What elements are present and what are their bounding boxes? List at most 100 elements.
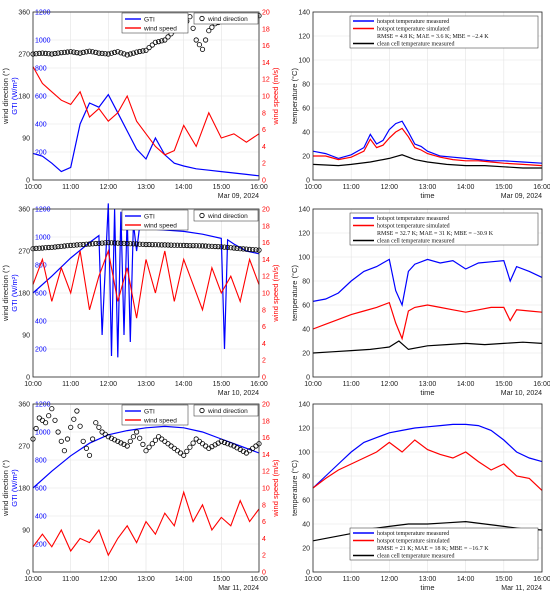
wind-direction-point bbox=[225, 244, 231, 250]
wind-direction-point bbox=[196, 42, 202, 48]
x-tick-label: 15:00 bbox=[213, 381, 231, 388]
x-tick-label: 13:00 bbox=[419, 576, 437, 583]
y-axis-label: temperature (°C) bbox=[290, 265, 299, 321]
y-tick-label: 100 bbox=[298, 58, 310, 65]
wind-direction-point bbox=[77, 423, 83, 429]
hotspot-simulated-line bbox=[313, 127, 543, 167]
x-tick-label: 16:00 bbox=[533, 576, 550, 583]
wind-direction-point bbox=[243, 246, 249, 252]
legend: hotspot temperature measured hotspot temp… bbox=[349, 15, 539, 49]
legend-wd-swatch bbox=[199, 15, 205, 22]
wind-direction-point bbox=[71, 242, 77, 248]
wind-direction-point bbox=[49, 51, 55, 57]
wind-direction-point bbox=[105, 51, 111, 57]
x-tick-label: 10:00 bbox=[24, 184, 42, 191]
wind-direction-point bbox=[68, 242, 74, 248]
ws-tick-label: 16 bbox=[262, 43, 270, 50]
x-tick-label: 13:00 bbox=[137, 576, 155, 583]
y-tick-label: 0 bbox=[306, 375, 310, 382]
wind-direction-point bbox=[96, 424, 102, 430]
x-tick-label: 10:00 bbox=[304, 576, 322, 583]
wind-direction-point bbox=[127, 51, 133, 57]
legend-gti-label: GTI bbox=[144, 213, 155, 220]
legend-box bbox=[349, 212, 539, 246]
wind-direction-point bbox=[228, 442, 234, 448]
legend-wd-swatch bbox=[199, 212, 205, 219]
ws-tick-label: 6 bbox=[262, 127, 266, 134]
legend-wd-label: wind direction bbox=[207, 16, 248, 23]
legend-box bbox=[349, 15, 539, 49]
plot-frame bbox=[312, 403, 543, 573]
wd-tick-label: 360 bbox=[18, 402, 30, 409]
legend-hotspot-simulated-label: hotspot temperature simulated bbox=[377, 224, 450, 230]
x-tick-label: 10:00 bbox=[304, 381, 322, 388]
gti-axis-label: GTI (W/m²) bbox=[10, 469, 19, 507]
ws-tick-label: 10 bbox=[262, 94, 270, 101]
y-tick-label: 100 bbox=[298, 450, 310, 457]
x-tick-label: 10:00 bbox=[24, 576, 42, 583]
wind-direction-point bbox=[74, 242, 80, 248]
legend-box bbox=[193, 404, 259, 417]
wind-direction-point bbox=[237, 246, 243, 252]
wd-tick-label: 270 bbox=[18, 444, 30, 451]
gti-line bbox=[32, 203, 260, 358]
ws-tick-label: 20 bbox=[262, 402, 270, 409]
wind-direction-point bbox=[52, 50, 58, 57]
x-tick-label: 11:00 bbox=[343, 381, 360, 388]
wd-tick-label: 360 bbox=[18, 207, 30, 214]
wind-direction-point bbox=[42, 420, 49, 426]
wind-direction-point bbox=[83, 241, 90, 247]
x-tick-label: 11:00 bbox=[343, 576, 360, 583]
wind-direction-axis-label: wind direction (°) bbox=[1, 265, 10, 322]
wind-direction-point bbox=[187, 444, 193, 450]
wind-direction-point bbox=[228, 245, 234, 251]
wind-speed-line bbox=[32, 490, 260, 557]
legend-wd: wind direction bbox=[193, 404, 259, 417]
wind-direction-point bbox=[190, 243, 196, 249]
wd-tick-label: 0 bbox=[26, 375, 30, 382]
wind-direction-point bbox=[86, 48, 93, 54]
wind-direction-point bbox=[199, 441, 206, 447]
wd-tick-label: 90 bbox=[22, 136, 30, 143]
wind-direction-point bbox=[115, 240, 121, 246]
wind-direction-point bbox=[36, 415, 42, 421]
wind-direction-point bbox=[196, 438, 202, 444]
wind-direction-point bbox=[218, 438, 224, 444]
legend-gti-ws: GTI wind speed bbox=[121, 404, 189, 426]
ws-tick-label: 18 bbox=[262, 223, 270, 230]
wind-direction-point bbox=[149, 242, 155, 248]
legend-gti-label: GTI bbox=[144, 16, 155, 23]
wind-direction-point bbox=[36, 245, 42, 251]
x-tick-label: 11:00 bbox=[62, 184, 79, 191]
wind-direction-point bbox=[49, 406, 55, 412]
y-tick-label: 60 bbox=[302, 498, 310, 505]
wind-direction-point bbox=[231, 245, 237, 251]
ws-tick-label: 20 bbox=[262, 10, 270, 17]
gti-tick-label: 800 bbox=[35, 458, 47, 465]
wind-direction-point bbox=[102, 51, 108, 57]
legend-wd: wind direction bbox=[193, 209, 259, 222]
wind-direction-point bbox=[193, 243, 199, 249]
x-tick-label: 10:00 bbox=[304, 184, 322, 191]
wind-direction-point bbox=[181, 242, 187, 248]
wind-direction-point bbox=[33, 425, 39, 432]
ws-tick-label: 4 bbox=[262, 536, 266, 543]
ws-tick-label: 8 bbox=[262, 110, 266, 117]
plot-frame bbox=[32, 208, 260, 378]
wind-direction-point bbox=[187, 14, 193, 20]
gti-tick-label: 800 bbox=[35, 263, 47, 270]
wind-direction-point bbox=[83, 49, 90, 55]
wind-direction-point bbox=[146, 444, 152, 450]
gti-tick-label: 600 bbox=[35, 486, 47, 493]
wind-direction-point bbox=[108, 50, 115, 56]
wind-direction-point bbox=[165, 242, 171, 248]
wind-direction-point bbox=[105, 434, 111, 440]
wind-direction-point bbox=[143, 448, 149, 454]
clean-cell-line bbox=[312, 340, 543, 354]
y-tick-label: 80 bbox=[302, 279, 310, 286]
ws-tick-label: 14 bbox=[262, 60, 270, 67]
y-tick-label: 20 bbox=[302, 154, 310, 161]
wind-direction-point bbox=[124, 443, 130, 449]
wd-tick-label: 0 bbox=[26, 570, 30, 577]
x-tick-label: 11:00 bbox=[62, 381, 79, 388]
